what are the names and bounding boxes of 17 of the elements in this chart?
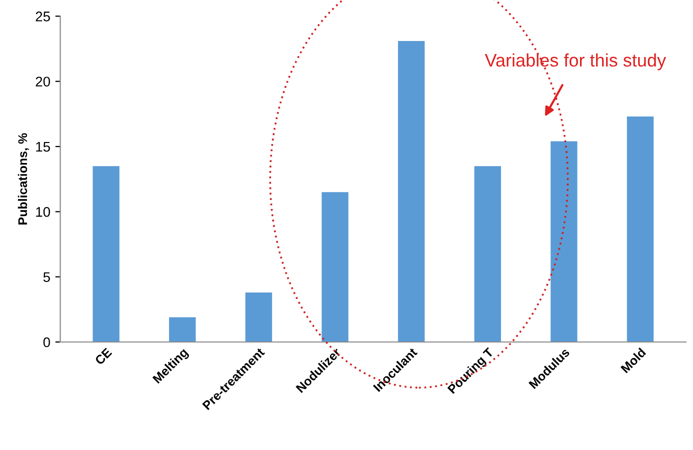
y-tick-label: 0	[43, 337, 50, 348]
bar	[474, 166, 502, 342]
bar	[626, 116, 654, 342]
y-tick-label: 20	[36, 76, 50, 87]
bar	[322, 192, 348, 342]
bar	[169, 317, 196, 342]
y-tick-label: 15	[36, 142, 50, 152]
y-tick-label: 5	[43, 272, 50, 282]
bar	[550, 141, 578, 342]
annotation: Variables for this study	[484, 53, 666, 70]
y-tick-label: 25	[36, 12, 50, 22]
x-tick-label: CE	[94, 347, 112, 366]
y-axis-title: Publications, %	[18, 133, 29, 224]
bar	[398, 40, 425, 342]
bar	[245, 292, 272, 342]
y-tick-label: 10	[36, 207, 50, 217]
bar	[92, 166, 120, 342]
